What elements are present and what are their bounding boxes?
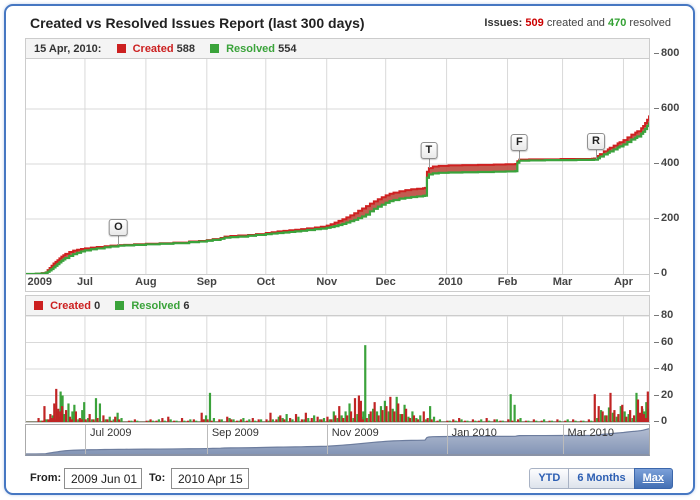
- y-tick-label: 800: [661, 47, 680, 59]
- x-tick-label: Jul: [77, 276, 93, 288]
- bars-plot-area[interactable]: [26, 316, 649, 422]
- x-tick-label: 2009: [27, 276, 52, 288]
- navigator-divider: [446, 425, 448, 454]
- legend-created-value: 588: [176, 43, 195, 55]
- y-tick-label: 0: [661, 267, 668, 279]
- x-tick-label: Sep: [196, 276, 217, 288]
- y-tick-mark: [654, 341, 659, 343]
- y-tick-label: 20: [661, 388, 674, 401]
- daily-bars-chart: Created 0 Resolved 6: [25, 295, 650, 423]
- created-swatch-icon: [116, 44, 126, 53]
- legend-resolved-value: 554: [278, 43, 297, 55]
- navigator-month-label: Nov 2009: [331, 427, 379, 439]
- y-tick-mark: [654, 394, 659, 396]
- bars-chart-legend: Created 0 Resolved 6: [26, 296, 649, 316]
- y-tick-label: 80: [661, 309, 674, 321]
- resolved-swatch-icon: [115, 301, 125, 310]
- y-tick-mark: [654, 273, 659, 274]
- x-tick-label: 2010: [438, 276, 463, 288]
- y-tick-label: 0: [661, 415, 668, 427]
- navigator-divider: [84, 425, 86, 454]
- navigator-month-label: Jul 2009: [89, 427, 132, 439]
- created-swatch-icon: [34, 301, 43, 310]
- event-flag-T[interactable]: T: [420, 142, 438, 160]
- navigator-month-label: Mar 2010: [567, 427, 615, 439]
- issues-resolved-count: 470: [608, 17, 627, 29]
- flag-stem: [519, 150, 521, 160]
- main-chart: 15 Apr, 2010: Created 588 Resolved 554 O…: [25, 38, 650, 292]
- x-tick-label: Feb: [497, 276, 518, 288]
- issues-summary-label: Issues:: [484, 17, 523, 29]
- main-plot-area[interactable]: O T F R: [26, 59, 649, 274]
- from-label: From:: [30, 472, 62, 484]
- issues-created-count: 509: [525, 17, 544, 29]
- flag-stem: [595, 149, 597, 159]
- event-flag-F[interactable]: F: [510, 133, 528, 151]
- zoom-button-group: YTD 6 Months Max: [529, 468, 673, 489]
- navigator-month-label: Sep 2009: [211, 427, 259, 439]
- zoom-ytd-button[interactable]: YTD: [529, 468, 570, 489]
- bars-created-label: Created: [50, 300, 92, 312]
- zoom-max-button[interactable]: Max: [633, 468, 673, 489]
- x-tick-label: Apr: [613, 276, 633, 288]
- issues-resolved-text: resolved: [629, 17, 671, 29]
- zoom-6months-button[interactable]: 6 Months: [568, 468, 635, 489]
- x-tick-label: Nov: [316, 276, 338, 288]
- event-flag-R[interactable]: R: [586, 132, 605, 150]
- y-tick-mark: [654, 368, 659, 369]
- y-tick-label: 600: [661, 102, 680, 114]
- y-tick-mark: [654, 108, 659, 109]
- x-tick-label: Oct: [256, 276, 275, 288]
- navigator-divider: [206, 425, 208, 454]
- navigator-month-label: Jan 2010: [451, 427, 497, 439]
- bars-resolved-label: Resolved: [131, 300, 181, 312]
- legend-date: 15 Apr, 2010:: [34, 43, 102, 55]
- navigator-divider: [326, 425, 328, 454]
- main-x-axis: 2009 Jul Aug Sep Oct Nov Dec 2010 Feb Mar Apr: [26, 274, 649, 290]
- resolved-swatch-icon: [210, 44, 220, 53]
- y-tick-label: 400: [661, 157, 680, 169]
- report-panel: Created vs Resolved Issues Report (last …: [4, 4, 695, 495]
- y-tick-mark: [654, 163, 659, 164]
- flag-stem: [118, 236, 120, 246]
- bars-resolved-value: 6: [183, 300, 190, 312]
- y-tick-mark: [654, 315, 659, 316]
- from-date-input[interactable]: [64, 468, 142, 489]
- y-tick-label: 40: [661, 362, 674, 374]
- to-label: To:: [149, 472, 166, 484]
- flag-stem: [428, 159, 430, 169]
- y-tick-mark: [654, 53, 659, 54]
- issues-created-text: created and: [546, 17, 605, 29]
- legend-created-label: Created: [132, 43, 174, 55]
- to-date-input[interactable]: [171, 468, 249, 489]
- range-navigator[interactable]: Jul 2009 Sep 2009 Nov 2009 Jan 2010 Mar 2010: [25, 424, 650, 456]
- x-tick-label: Aug: [135, 276, 157, 288]
- y-tick-label: 60: [661, 335, 674, 348]
- x-tick-label: Dec: [375, 276, 396, 288]
- main-y-axis: 0 200 400 600 800: [651, 38, 693, 292]
- main-chart-legend: 15 Apr, 2010: Created 588 Resolved 554: [26, 39, 649, 59]
- y-tick-mark: [654, 421, 659, 422]
- event-flag-O[interactable]: O: [109, 219, 128, 237]
- navigator-divider: [562, 425, 564, 454]
- bars-y-axis: 0 20 40 60 80: [651, 295, 693, 427]
- issues-summary: Issues: 509 created and 470 resolved: [484, 17, 671, 29]
- bars-created-value: 0: [94, 300, 101, 312]
- page-title: Created vs Resolved Issues Report (last …: [30, 15, 365, 31]
- y-tick-label: 200: [661, 212, 680, 224]
- x-tick-label: Mar: [552, 276, 573, 288]
- y-tick-mark: [654, 218, 659, 219]
- range-controls: From: To: Zoom: YTD 6 Months Max: [6, 463, 693, 493]
- legend-resolved-label: Resolved: [226, 43, 276, 55]
